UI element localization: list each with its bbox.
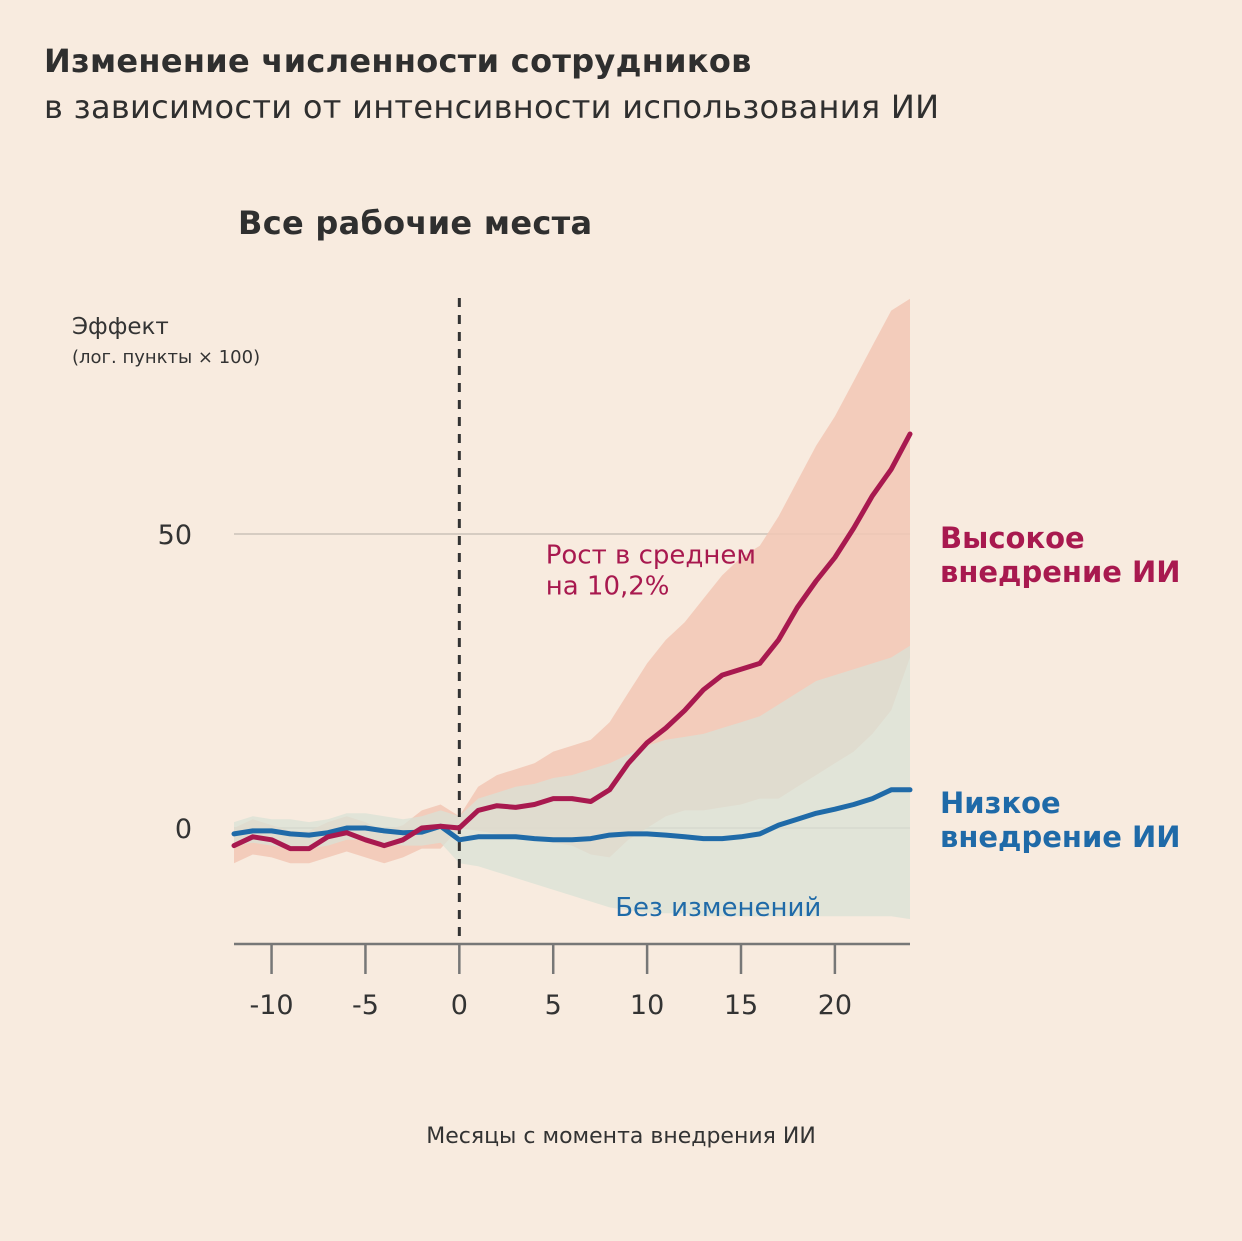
y-axis-label: Эффект xyxy=(72,314,169,340)
x-tick-label: -10 xyxy=(250,990,294,1021)
x-tick-label: 10 xyxy=(630,990,664,1021)
chart-labels: Эффект (лог. пункты × 100) Месяцы с моме… xyxy=(72,314,1181,1149)
x-tick-label: -5 xyxy=(352,990,379,1021)
series-line-low xyxy=(231,787,913,843)
chart-subtitle: в зависимости от интенсивности использов… xyxy=(44,88,940,126)
panel-title: Все рабочие места xyxy=(238,204,593,242)
y-tick-label: 0 xyxy=(175,814,192,845)
series-line-high xyxy=(231,431,913,852)
series-label-high: Высокое внедрение ИИ xyxy=(940,521,1181,589)
annotation-no-change: Без изменений xyxy=(615,893,821,923)
series-lines xyxy=(231,298,913,940)
confidence-band-high xyxy=(234,298,910,864)
y-tick-label: 50 xyxy=(158,520,192,551)
x-tick-label: 20 xyxy=(818,990,852,1021)
y-axis-sublabel: (лог. пункты × 100) xyxy=(72,347,260,368)
x-tick-label: 5 xyxy=(545,990,562,1021)
annotation-growth: Рост в среднем на 10,2% xyxy=(546,540,756,601)
series-label-low: Низкое внедрение ИИ xyxy=(940,786,1181,854)
x-tick-label: 0 xyxy=(451,990,468,1021)
x-axis-label: Месяцы с момента внедрения ИИ xyxy=(426,1124,816,1149)
confidence-bands xyxy=(234,298,910,920)
x-tick-label: 15 xyxy=(724,990,758,1021)
chart-title: Изменение численности сотрудников xyxy=(44,42,752,80)
x-axis: -10 -5 0 5 10 15 20 xyxy=(234,942,910,1021)
confidence-band-low xyxy=(234,645,910,920)
